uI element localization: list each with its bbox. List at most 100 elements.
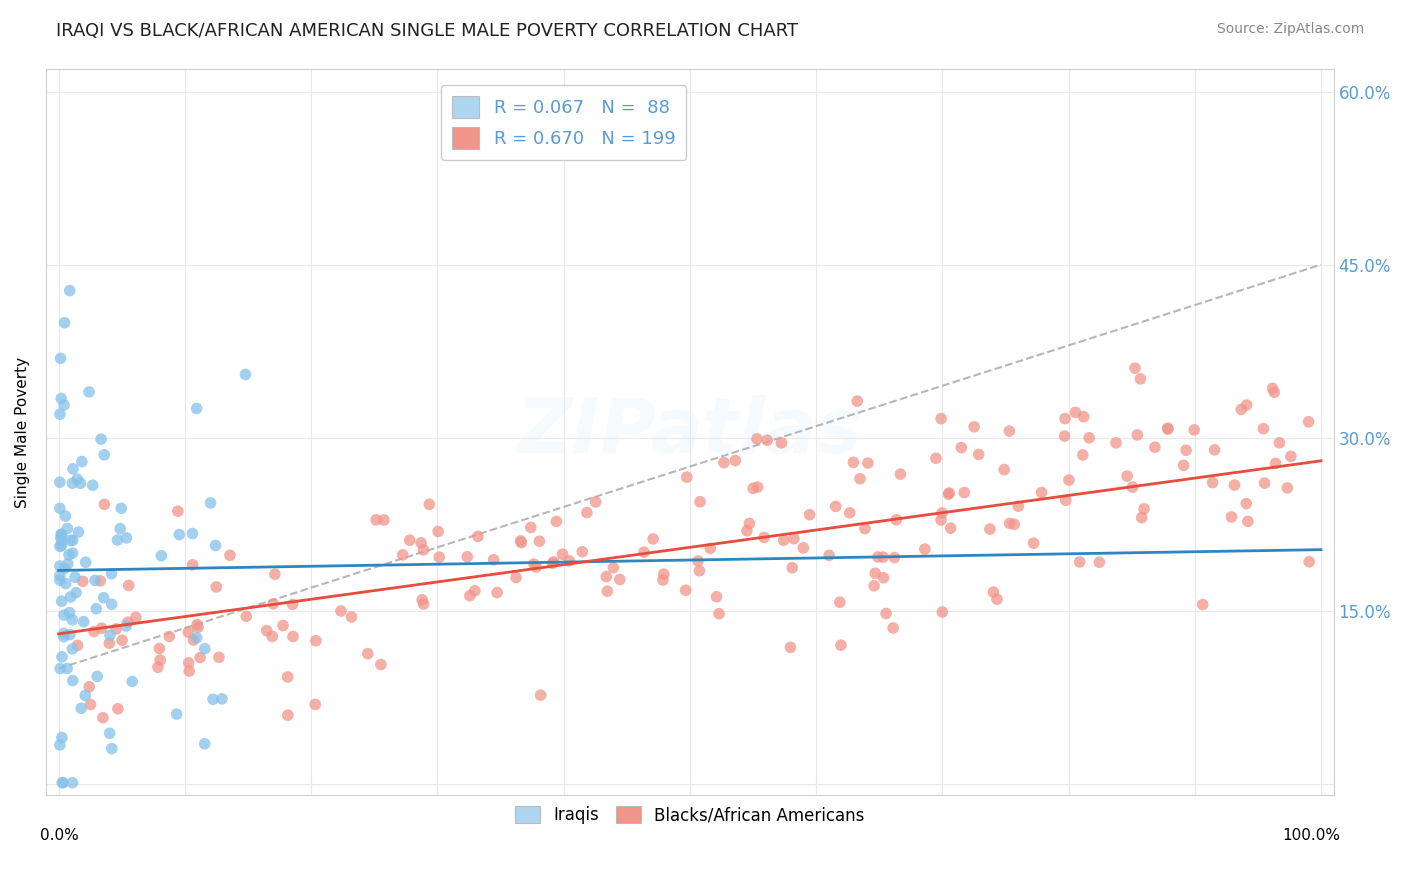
Point xyxy=(263,567,285,582)
Point xyxy=(194,737,217,751)
Point xyxy=(752,531,775,545)
Point xyxy=(357,647,380,661)
Point xyxy=(107,702,129,716)
Point xyxy=(1073,409,1095,424)
Point xyxy=(1130,510,1153,524)
Point xyxy=(551,547,574,561)
Point xyxy=(53,398,76,412)
Point xyxy=(373,513,395,527)
Point xyxy=(689,494,711,508)
Point xyxy=(51,775,73,789)
Point xyxy=(1261,381,1284,395)
Point xyxy=(100,566,122,581)
Point xyxy=(166,707,188,722)
Point xyxy=(91,711,114,725)
Point xyxy=(652,567,675,582)
Point xyxy=(62,533,84,548)
Point xyxy=(1264,457,1286,471)
Point xyxy=(699,541,721,556)
Point xyxy=(745,432,768,446)
Point xyxy=(77,384,100,399)
Point xyxy=(49,501,72,516)
Point xyxy=(51,527,73,541)
Point xyxy=(931,605,953,619)
Point xyxy=(883,550,905,565)
Point xyxy=(828,595,851,609)
Point xyxy=(872,571,894,585)
Point xyxy=(1143,440,1166,454)
Point xyxy=(770,435,793,450)
Point xyxy=(1236,398,1258,412)
Point xyxy=(79,698,101,712)
Point xyxy=(875,607,897,621)
Point xyxy=(409,536,432,550)
Point xyxy=(177,656,200,670)
Point xyxy=(792,541,814,555)
Point xyxy=(82,478,104,492)
Point xyxy=(186,401,208,416)
Point xyxy=(675,470,697,484)
Point xyxy=(72,574,94,589)
Point xyxy=(62,546,84,560)
Point xyxy=(329,604,352,618)
Point xyxy=(183,633,205,648)
Point xyxy=(510,535,533,549)
Point xyxy=(63,570,86,584)
Point xyxy=(366,513,388,527)
Point xyxy=(1126,428,1149,442)
Point xyxy=(963,420,986,434)
Point xyxy=(49,559,72,574)
Point xyxy=(541,557,564,571)
Point xyxy=(108,522,131,536)
Point xyxy=(707,607,730,621)
Point xyxy=(688,564,710,578)
Point xyxy=(49,573,72,587)
Point xyxy=(219,549,242,563)
Point xyxy=(1237,514,1260,528)
Point xyxy=(1279,450,1302,464)
Point xyxy=(60,476,83,491)
Point xyxy=(66,472,89,486)
Point xyxy=(211,692,233,706)
Point xyxy=(735,524,758,538)
Point xyxy=(49,568,72,582)
Point xyxy=(370,657,392,672)
Point xyxy=(853,522,876,536)
Point xyxy=(59,627,82,641)
Point xyxy=(93,448,115,462)
Point xyxy=(49,662,72,676)
Point xyxy=(780,561,803,575)
Point xyxy=(1002,517,1025,532)
Point xyxy=(391,548,413,562)
Point xyxy=(967,447,990,461)
Point xyxy=(75,689,97,703)
Point xyxy=(1129,372,1152,386)
Point xyxy=(724,453,747,467)
Point xyxy=(167,504,190,518)
Point xyxy=(523,557,546,571)
Point xyxy=(72,615,94,629)
Point xyxy=(1031,485,1053,500)
Point xyxy=(208,650,231,665)
Point xyxy=(169,527,191,541)
Point xyxy=(1069,555,1091,569)
Point xyxy=(177,625,200,640)
Text: ZIPatlas: ZIPatlas xyxy=(517,395,863,469)
Point xyxy=(783,532,806,546)
Point xyxy=(150,549,173,563)
Point xyxy=(1268,435,1291,450)
Point xyxy=(1157,422,1180,436)
Point xyxy=(1053,429,1076,443)
Point xyxy=(1253,422,1275,436)
Point xyxy=(863,566,886,581)
Point xyxy=(49,351,72,366)
Point xyxy=(51,731,73,745)
Point xyxy=(398,533,420,548)
Point xyxy=(111,633,134,648)
Point xyxy=(1234,497,1257,511)
Point xyxy=(86,669,108,683)
Point xyxy=(830,638,852,652)
Point xyxy=(340,610,363,624)
Point xyxy=(1057,473,1080,487)
Point xyxy=(575,506,598,520)
